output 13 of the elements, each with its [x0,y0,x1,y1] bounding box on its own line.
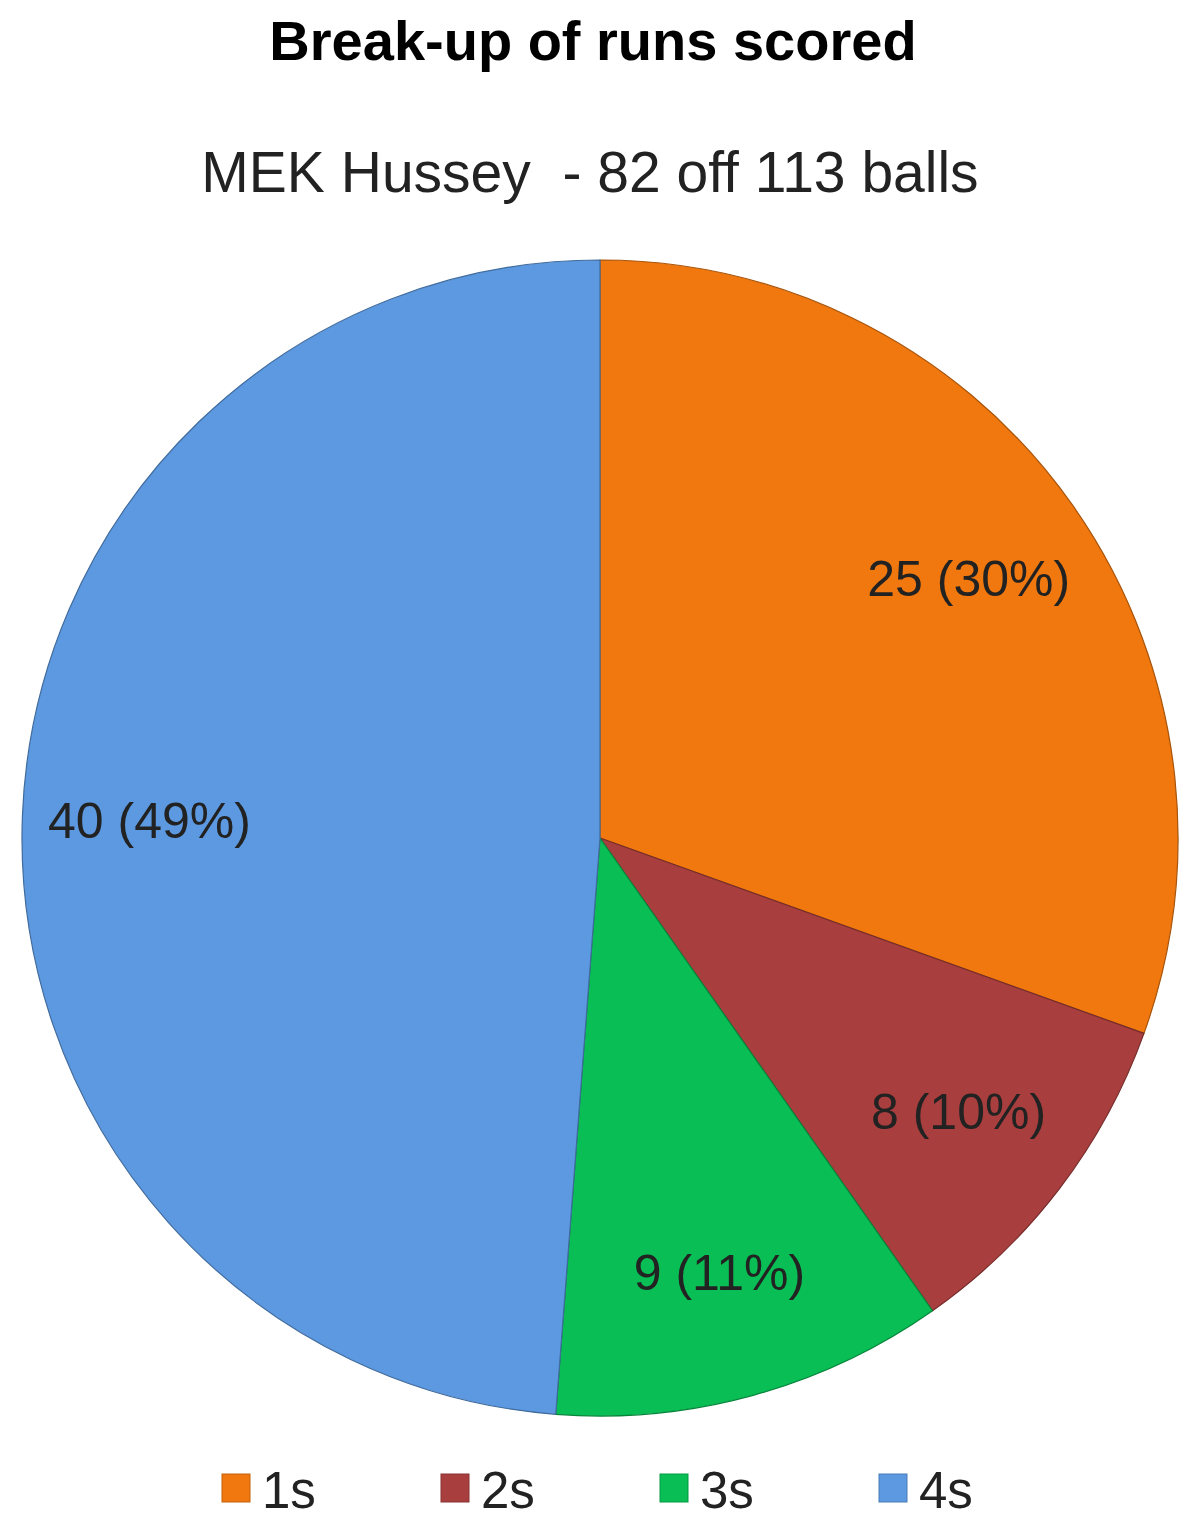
legend-label: 1s [262,1462,316,1519]
data-label: 25 (30%) [867,551,1071,608]
pie-slice [599,837,1145,1312]
data-label: 9 (11%) [633,1245,806,1302]
legend-label: 2s [481,1462,535,1519]
chart-title: Break-up of runs scored [269,9,917,72]
legend-label: 3s [700,1462,754,1519]
pie-slice [21,259,601,1415]
chart-subtitle: MEK Hussey - 82 off 113 balls [201,140,979,204]
pie-slice [599,259,1179,1034]
legend-label: 4s [919,1462,973,1519]
data-label: 8 (10%) [871,1083,1047,1140]
data-label: 40 (49%) [48,793,251,850]
